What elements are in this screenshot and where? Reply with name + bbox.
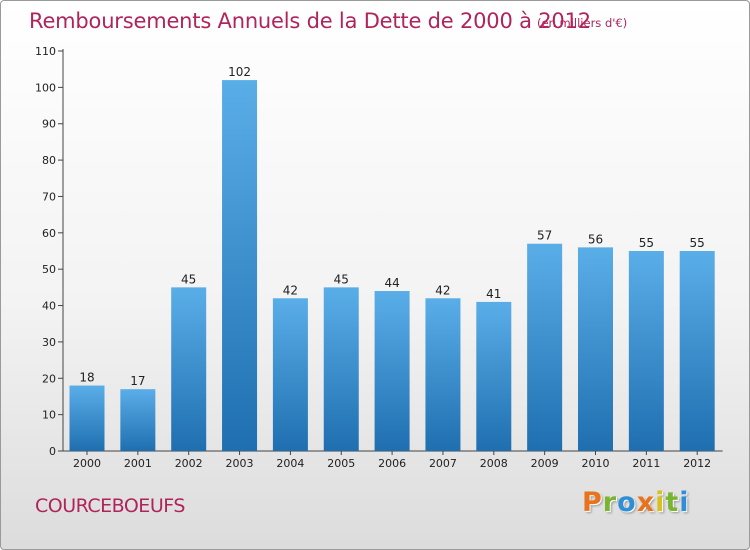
x-tick-label-2004: 2004 [276, 457, 304, 470]
proxiti-logo: Proxiti [582, 487, 690, 518]
logo-letter: x [636, 487, 656, 518]
y-tick-label-0: 0 [49, 445, 56, 458]
y-tick-label-60: 60 [42, 227, 56, 240]
value-label-2001: 17 [130, 374, 145, 388]
x-tick-label-2009: 2009 [531, 457, 559, 470]
x-tick-label-2008: 2008 [480, 457, 508, 470]
value-label-2009: 57 [537, 229, 552, 243]
value-label-2008: 41 [486, 287, 501, 301]
logo-letter: r [602, 487, 618, 518]
value-label-2002: 45 [181, 272, 196, 286]
value-label-2003: 102 [228, 65, 251, 79]
y-tick-label-90: 90 [42, 118, 56, 131]
bar-2010 [578, 247, 613, 451]
value-label-2010: 56 [588, 232, 603, 246]
logo-letter: P [582, 487, 603, 518]
bars [69, 80, 715, 451]
bar-2008 [476, 301, 512, 451]
value-label-2012: 55 [690, 236, 705, 250]
value-label-2011: 55 [639, 236, 654, 250]
bar-2004 [272, 298, 308, 451]
y-tick-label-10: 10 [42, 409, 56, 422]
bar-2009 [527, 243, 563, 451]
bar-2000 [69, 385, 105, 451]
bar-2012 [679, 251, 715, 451]
value-label-2000: 18 [79, 371, 94, 385]
value-label-2004: 42 [283, 283, 298, 297]
logo-letter: i [679, 487, 690, 518]
logo-letter: t [665, 487, 680, 518]
logo-letter: o [617, 487, 637, 518]
bar-2011 [628, 251, 664, 451]
y-tick-label-110: 110 [35, 45, 56, 58]
y-tick-label-20: 20 [42, 372, 56, 385]
labels: 2000 18 2001 17 2002 45 2003 102 2004 42 2005 45 200… [73, 65, 711, 470]
bar-2007 [425, 298, 461, 451]
logo-letter: i [655, 487, 666, 518]
x-tick-label-2003: 2003 [226, 457, 254, 470]
y-tick-label-30: 30 [42, 336, 56, 349]
value-label-2005: 45 [334, 272, 349, 286]
x-tick-label-2005: 2005 [327, 457, 355, 470]
value-label-2006: 44 [384, 276, 399, 290]
bar-2005 [323, 287, 359, 451]
y-tick-label-100: 100 [35, 81, 56, 94]
y-tick-label-50: 50 [42, 263, 56, 276]
bar-2001 [120, 389, 156, 451]
x-tick-label-2001: 2001 [124, 457, 152, 470]
value-label-2007: 42 [435, 283, 450, 297]
bar-2006 [374, 291, 410, 451]
y-tick-label-80: 80 [42, 154, 56, 167]
x-tick-label-2007: 2007 [429, 457, 457, 470]
unit-note: (en milliers d'€) [537, 16, 628, 30]
chart-title: Remboursements Annuels de la Dette de 20… [29, 9, 591, 33]
x-tick-label-2011: 2011 [632, 457, 660, 470]
y-tick-label-70: 70 [42, 190, 56, 203]
x-tick-label-2000: 2000 [73, 457, 101, 470]
y-tick-label-40: 40 [42, 300, 56, 313]
x-tick-label-2012: 2012 [683, 457, 711, 470]
bar-2003 [222, 80, 258, 451]
x-tick-label-2002: 2002 [175, 457, 203, 470]
x-tick-label-2010: 2010 [582, 457, 610, 470]
x-tick-label-2006: 2006 [378, 457, 406, 470]
commune-name: COURCEBOEUFS [35, 495, 185, 517]
bar-2002 [171, 287, 207, 451]
